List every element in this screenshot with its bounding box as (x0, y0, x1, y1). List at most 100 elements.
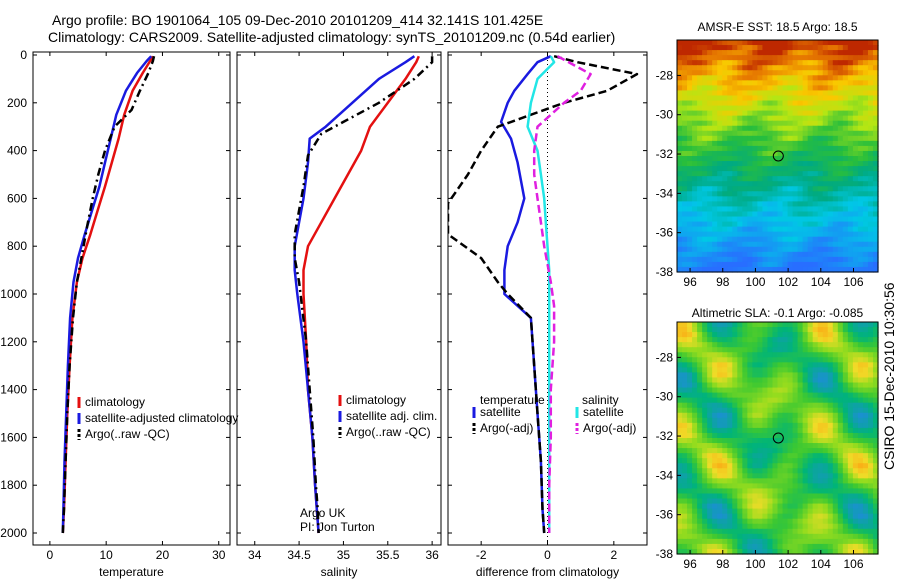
sla_map-cell (737, 347, 743, 353)
sla_map-cell (677, 392, 683, 399)
sst_map-cell (732, 161, 738, 167)
sla_map-cell (742, 463, 748, 469)
sst_map-cell (717, 50, 723, 56)
sst_map-cell (752, 75, 759, 81)
sst_map-cell (712, 221, 718, 228)
sla_map-cell (797, 548, 804, 555)
sla_map-cell (697, 402, 703, 409)
sst_map-cell (732, 60, 738, 66)
sla_map-cell (687, 377, 693, 384)
sst_map-cell (867, 95, 874, 102)
sla_map-cell (712, 548, 718, 555)
sst_map-cell (852, 80, 859, 86)
sla_map-cell (857, 337, 864, 343)
sst_map-cell (867, 50, 874, 56)
sla_map-cell (697, 357, 703, 363)
sst_map-cell (722, 261, 728, 268)
sst_map-cell (692, 246, 698, 253)
sst_map-cell (707, 176, 713, 182)
sst_map-cell (732, 261, 738, 268)
sst_map-cell (692, 156, 698, 162)
sst_map-cell (737, 95, 743, 102)
sla_map-cell (862, 458, 869, 464)
sst_map-cell (677, 191, 683, 197)
sst_map-cell (872, 221, 879, 228)
sla_map-cell (677, 473, 683, 479)
sla_map-cell (747, 382, 753, 389)
sst_map-cell (727, 110, 733, 117)
sla_map-cell (682, 503, 688, 510)
sla_map-cell (867, 548, 874, 555)
sst_map-cell (692, 135, 698, 142)
sla_map-cell (682, 342, 688, 348)
sst_map-cell (742, 65, 748, 71)
sst_map-cell (857, 75, 864, 81)
sst_map-cell (747, 156, 753, 162)
sla_map-cell (717, 352, 723, 358)
sla_map-cell (857, 523, 864, 530)
sla_map-cell (797, 458, 804, 464)
sst_map-cell (767, 246, 774, 253)
sst_map-cell (702, 50, 708, 56)
sst_map-cell (757, 156, 764, 162)
sla_map-cell (782, 397, 789, 404)
sst_map-cell (802, 186, 809, 192)
sla_map-cell (807, 488, 814, 495)
sla_map-cell (682, 518, 688, 525)
sla_map-cell (792, 427, 799, 434)
sla_map-cell (737, 377, 743, 384)
sst_map-cell (762, 40, 769, 46)
sla_map-cell (727, 382, 733, 389)
sla_map-cell (807, 337, 814, 343)
sst_map-cell (857, 211, 864, 218)
sst_map-cell (682, 201, 688, 208)
sst_map-cell (732, 241, 738, 248)
sst_map-cell (742, 191, 748, 197)
sla_map-cell (852, 407, 859, 414)
sst_map-cell (852, 120, 859, 127)
sla_map-cell (802, 488, 809, 495)
sla_map-cell (692, 468, 698, 474)
sst_map-cell (717, 105, 723, 112)
sst_map-cell (832, 70, 839, 76)
sla_map-cell (767, 397, 774, 404)
sst_map-cell (757, 206, 764, 213)
sst_map-cell (692, 140, 698, 147)
sst_map-cell (762, 140, 769, 147)
sla_map-cell (767, 488, 774, 495)
sla_map-cell (832, 518, 839, 525)
sla_map-cell (767, 402, 774, 409)
sst_map-cell (822, 120, 829, 127)
sla_map-cell (732, 473, 738, 479)
sst_map-cell (727, 120, 733, 127)
sla_map-cell (802, 417, 809, 424)
sst_map-cell (772, 186, 779, 192)
sst_map-cell (772, 50, 779, 56)
sst_map-cell (732, 140, 738, 147)
sst_map-cell (752, 110, 759, 117)
sla_map-cell (692, 548, 698, 555)
sst_map-cell (677, 65, 683, 71)
sla_map-cell (712, 382, 718, 389)
sla_map-cell (687, 382, 693, 389)
sst_map-cell (787, 130, 794, 137)
sla_map-cell (727, 468, 733, 474)
sla_map-cell (772, 443, 779, 449)
sst_map-cell (872, 75, 879, 81)
sst_map-cell (782, 156, 789, 162)
sla_map-cell (797, 488, 804, 495)
sla_map-cell (777, 478, 784, 484)
sst_map-cell (727, 45, 733, 51)
sla_map-cell (727, 392, 733, 399)
sla_map-cell (857, 498, 864, 505)
sla_map-cell (712, 463, 718, 469)
sla_map-cell (827, 483, 834, 490)
sla_map-cell (832, 337, 839, 343)
sla_map-cell (682, 528, 688, 535)
sst_map-cell (792, 211, 799, 218)
sst_map-cell (872, 80, 879, 86)
sla_map-cell (827, 538, 834, 545)
sst_map-cell (772, 226, 779, 233)
sst_map-cell (692, 50, 698, 56)
